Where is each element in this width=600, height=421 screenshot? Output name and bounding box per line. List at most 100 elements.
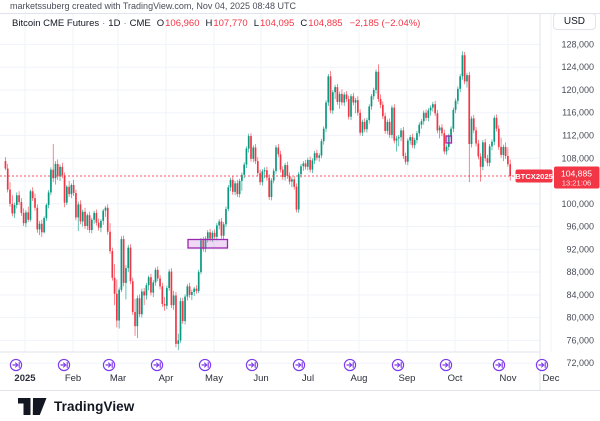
candle-down (277, 144, 280, 158)
candle-up (90, 218, 93, 234)
jump-to-date-icon[interactable] (535, 358, 549, 372)
candle-down (434, 100, 436, 117)
candle-up (432, 101, 434, 112)
time-tick-label: Feb (65, 373, 81, 384)
candle-up (457, 86, 459, 105)
candle-down (507, 147, 509, 167)
candle-up (100, 219, 102, 233)
candle-down (68, 181, 70, 197)
candle-up (395, 136, 398, 152)
candle-up (311, 158, 314, 174)
candle-down (9, 182, 11, 207)
jump-to-date-icon[interactable] (391, 358, 405, 372)
candle-down (11, 195, 14, 217)
candle-up (47, 190, 50, 209)
candle-up (284, 162, 286, 181)
price-tick-label: 120,000 (561, 85, 594, 95)
candle-up (50, 167, 52, 196)
candle-down (22, 208, 25, 227)
candle-down (163, 297, 166, 311)
candle-down (295, 183, 298, 213)
jump-to-date-icon[interactable] (150, 358, 164, 372)
jump-to-date-icon[interactable] (9, 358, 23, 372)
candle-up (350, 93, 352, 121)
candle-up (200, 237, 202, 275)
candle-up (29, 189, 32, 222)
price-axis[interactable]: 128,000 124,000 120,000 116,000 112,000 108,0… (561, 39, 594, 368)
candle-up (407, 138, 409, 166)
rectangle-annotation[interactable] (445, 135, 453, 144)
candle-down (84, 207, 86, 229)
candle-up (338, 91, 341, 109)
candle-up (120, 236, 123, 293)
tradingview-brand-text: TradingView (54, 398, 135, 414)
candle-down (159, 274, 161, 290)
candle-up (43, 216, 45, 234)
candle-up (65, 185, 68, 205)
candle-down (463, 51, 466, 85)
candle-down (236, 179, 239, 197)
candle-down (316, 149, 318, 161)
candle-up (470, 116, 473, 148)
candle-up (334, 84, 336, 100)
candle-down (75, 189, 77, 221)
candle-up (445, 144, 448, 155)
symbol-price-label: BTCX2025 (515, 169, 554, 183)
candle-down (477, 140, 480, 160)
candle-down (88, 211, 91, 233)
jump-to-date-icon[interactable] (198, 358, 212, 372)
candle-up (77, 201, 80, 232)
time-tick-label: Mar (110, 373, 126, 384)
candle-up (302, 161, 305, 171)
candle-down (195, 285, 198, 294)
candle-down (304, 159, 307, 170)
candle-up (366, 117, 368, 133)
price-tick-label: 108,000 (561, 153, 594, 163)
chart-canvas[interactable]: 128,000 124,000 120,000 116,000 112,000 108,0… (0, 0, 600, 390)
jump-to-date-icon[interactable] (292, 358, 306, 372)
candle-up (247, 133, 250, 153)
price-tick-label: 92,000 (566, 244, 594, 254)
jump-to-date-icon[interactable] (492, 358, 506, 372)
candle-down (286, 161, 289, 179)
grid-lines (0, 14, 552, 364)
jump-to-date-icon[interactable] (102, 358, 116, 372)
candle-up (216, 223, 218, 241)
jump-to-date-icon[interactable] (57, 358, 71, 372)
time-axis[interactable]: 2025 Feb Mar Apr May Jun Jul Aug Sep Oct Nov Dec (9, 358, 560, 384)
candle-down (436, 109, 439, 134)
candle-up (54, 161, 57, 185)
candle-down (509, 159, 512, 181)
candle-down (95, 209, 98, 226)
candle-down (393, 104, 396, 144)
candle-down (61, 162, 64, 179)
jump-to-date-icon[interactable] (439, 358, 453, 372)
price-tick-label: 100,000 (561, 199, 594, 209)
candle-up (147, 275, 150, 291)
interval-label: 1D (108, 18, 121, 29)
candle-up (152, 280, 155, 298)
jump-to-date-icon[interactable] (343, 358, 357, 372)
candle-up (331, 89, 334, 114)
candle-up (118, 287, 120, 329)
candle-down (20, 198, 23, 216)
candle-up (375, 69, 377, 94)
candle-up (102, 208, 105, 225)
candle-up (145, 282, 148, 300)
candle-up (386, 119, 389, 135)
candle-up (154, 267, 157, 286)
price-tick-label: 84,000 (566, 290, 594, 300)
rectangle-annotation[interactable] (187, 238, 229, 249)
candle-down (352, 92, 355, 106)
candle-up (81, 209, 84, 227)
candle-up (438, 125, 441, 139)
currency-button[interactable]: USD (552, 13, 596, 30)
svg-text:13:21:06: 13:21:06 (562, 179, 592, 188)
candle-down (156, 266, 159, 282)
jump-to-date-icon[interactable] (245, 358, 259, 372)
candle-up (482, 140, 484, 171)
candle-up (488, 144, 491, 167)
symbol-title[interactable]: Bitcoin CME Futures (12, 18, 100, 29)
candle-down (268, 174, 271, 200)
tradingview-logo[interactable] (18, 397, 47, 415)
